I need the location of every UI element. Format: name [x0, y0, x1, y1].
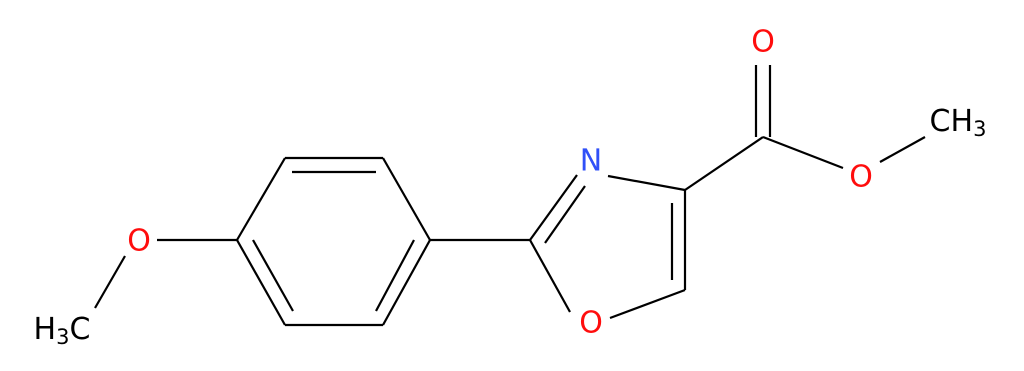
atom-label: CH3 — [930, 104, 987, 142]
bond — [252, 239, 294, 312]
bonds — [94, 65, 926, 327]
bond — [236, 239, 286, 326]
bond — [375, 239, 415, 312]
atom-label: O — [849, 160, 873, 195]
atom-label: N — [580, 144, 602, 179]
bond — [529, 239, 571, 313]
atom-label: O — [127, 224, 151, 259]
atom-subscript: 3 — [973, 117, 986, 141]
bond — [607, 174, 686, 192]
bond — [382, 239, 431, 326]
bond — [529, 174, 578, 241]
bond — [609, 288, 686, 320]
bond — [879, 136, 926, 163]
bond — [382, 157, 431, 241]
atom-subscript: 3 — [56, 325, 69, 349]
bond — [236, 157, 286, 241]
bond — [762, 135, 844, 170]
atom-label: O — [751, 25, 775, 60]
atom-symbol: CH — [930, 104, 974, 139]
bond — [684, 136, 764, 191]
bond — [544, 185, 586, 244]
atom-label: O — [579, 306, 603, 341]
atom-label: H3C — [34, 312, 91, 350]
atom-suffix: C — [69, 312, 90, 347]
bond — [94, 255, 126, 309]
atom-symbol: H — [34, 312, 57, 347]
